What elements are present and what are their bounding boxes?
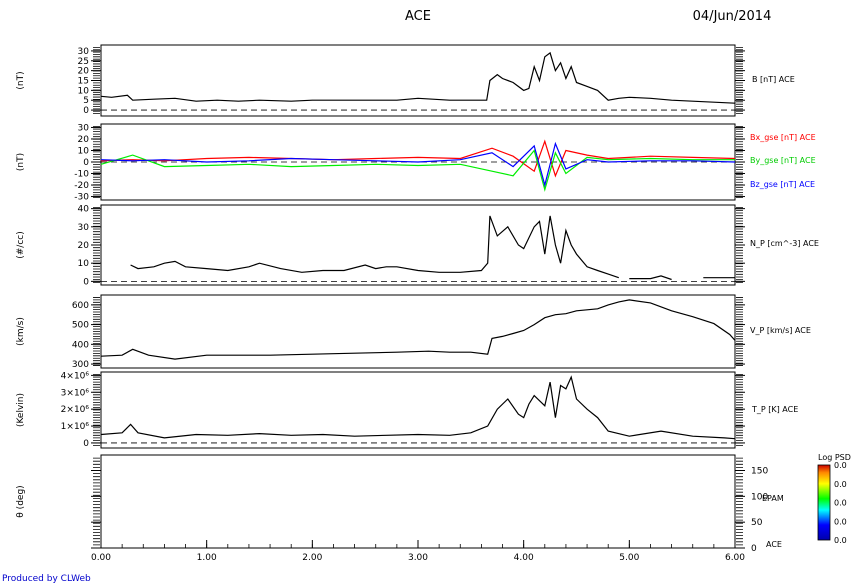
y-tick-label-5-0: 0 [751, 544, 757, 554]
legend-np: N_P [cm^-3] ACE [750, 239, 819, 248]
y-tick-label-1-0: -30 [74, 193, 89, 203]
legend-tp: T_P [K] ACE [751, 405, 798, 414]
y-tick-label-3-2: 500 [72, 321, 89, 331]
y-tick-label-4-2: 2×10⁶ [61, 405, 90, 415]
panel-frame-4 [100, 371, 736, 449]
y-tick-label-5-1: 50 [751, 518, 763, 528]
y-tick-label-0-2: 10 [78, 86, 90, 96]
series-line-3-0 [100, 299, 736, 360]
y-axis-label-5: θ (deg) [16, 485, 26, 517]
y-tick-label-1-6: 30 [78, 123, 90, 133]
y-tick-label-0-4: 20 [78, 67, 90, 77]
y-tick-label-4-4: 4×10⁶ [61, 371, 90, 381]
series-line-0-0 [100, 51, 736, 104]
series-line-1-1 [100, 149, 735, 192]
legend-bz: Bz_gse [nT] ACE [750, 180, 815, 189]
x-minor-ticks [100, 544, 736, 548]
y-tick-label-2-1: 10 [78, 259, 90, 269]
panel-frame-2 [100, 204, 736, 286]
y-tick-label-0-1: 5 [83, 96, 89, 106]
legend-by: By_gse [nT] ACE [750, 156, 816, 165]
y-tick-label-3-0: 300 [72, 360, 89, 370]
panel-minor-ticks-5 [93, 457, 743, 546]
legend-epam: EPAM [762, 494, 784, 503]
x-tick-label-3: 3.00 [408, 553, 428, 563]
panel-minor-ticks-0 [93, 46, 743, 115]
y-tick-label-2-2: 20 [78, 241, 90, 251]
panel-minor-ticks-2 [93, 207, 743, 283]
colorbar-tick-label-0: 0.0 [834, 461, 847, 470]
x-tick-label-1: 1.00 [197, 553, 217, 563]
y-tick-label-1-3: 0 [83, 158, 89, 168]
y-tick-label-1-2: -10 [74, 170, 89, 180]
panel-minor-ticks-1 [93, 126, 743, 198]
y-tick-label-2-3: 30 [78, 223, 90, 233]
y-tick-label-2-0: 0 [83, 277, 89, 287]
colorbar-tick-label-3: 0.0 [834, 517, 847, 526]
legend-b: B [nT] ACE [752, 75, 795, 84]
y-tick-label-3-3: 600 [72, 301, 89, 311]
series-line-4-0 [100, 375, 736, 440]
y-axis-label-2: (#/cc) [16, 231, 26, 259]
y-tick-label-4-3: 3×10⁶ [61, 388, 90, 398]
y-tick-label-4-1: 1×10⁶ [61, 422, 90, 432]
x-tick-label-5: 5.00 [619, 553, 639, 563]
y-tick-label-0-0: 0 [83, 106, 89, 116]
y-axis-label-0: (nT) [16, 71, 26, 89]
y-tick-label-0-6: 30 [78, 47, 90, 57]
x-tick-label-6: 6.00 [725, 553, 745, 563]
y-tick-label-0-5: 25 [78, 57, 89, 67]
panel-minor-ticks-3 [93, 297, 743, 366]
x-tick-label-0: 0.00 [91, 553, 111, 563]
series-line-1-2 [100, 141, 736, 188]
colorbar-tick-label-4: 0.0 [834, 536, 847, 545]
colorbar-tick-label-2: 0.0 [834, 499, 847, 508]
y-tick-label-3-1: 400 [72, 340, 89, 350]
legend-bx: Bx_gse [nT] ACE [750, 133, 816, 142]
series-line-2-1 [629, 275, 672, 281]
y-tick-label-2-4: 40 [78, 205, 90, 215]
y-tick-label-0-3: 15 [78, 77, 89, 87]
y-tick-label-4-0: 0 [83, 439, 89, 449]
plot-title: ACE [405, 9, 431, 24]
y-tick-label-5-3: 150 [751, 467, 768, 477]
colorbar-tick-label-1: 0.0 [834, 480, 847, 489]
y-tick-label-1-5: 20 [78, 135, 90, 145]
y-tick-label-5-2: 100 [751, 492, 768, 502]
y-axis-label-1: (nT) [16, 153, 26, 171]
y-tick-label-1-4: 10 [78, 146, 90, 156]
legend-vp: V_P [km/s] ACE [750, 326, 811, 335]
y-axis-label-4: (Kelvin) [16, 393, 26, 427]
panel-frame-5 [100, 454, 736, 549]
footer-credit: Produced by CLWeb [2, 574, 91, 584]
legend-ace: ACE [766, 540, 782, 549]
y-axis-label-3: (km/s) [16, 317, 26, 346]
colorbar [817, 464, 831, 541]
series-line-2-0 [130, 215, 619, 279]
panel-frame-3 [100, 294, 736, 369]
panel-frame-0 [100, 44, 736, 117]
x-tick-label-4: 4.00 [514, 553, 534, 563]
panel-minor-ticks-4 [93, 374, 743, 446]
colorbar-title: Log PSD [818, 453, 851, 462]
y-tick-label-1-1: -20 [74, 181, 89, 191]
series-line-1-0 [100, 139, 736, 178]
plot-date: 04/Jun/2014 [693, 9, 772, 24]
x-tick-label-2: 2.00 [302, 553, 322, 563]
